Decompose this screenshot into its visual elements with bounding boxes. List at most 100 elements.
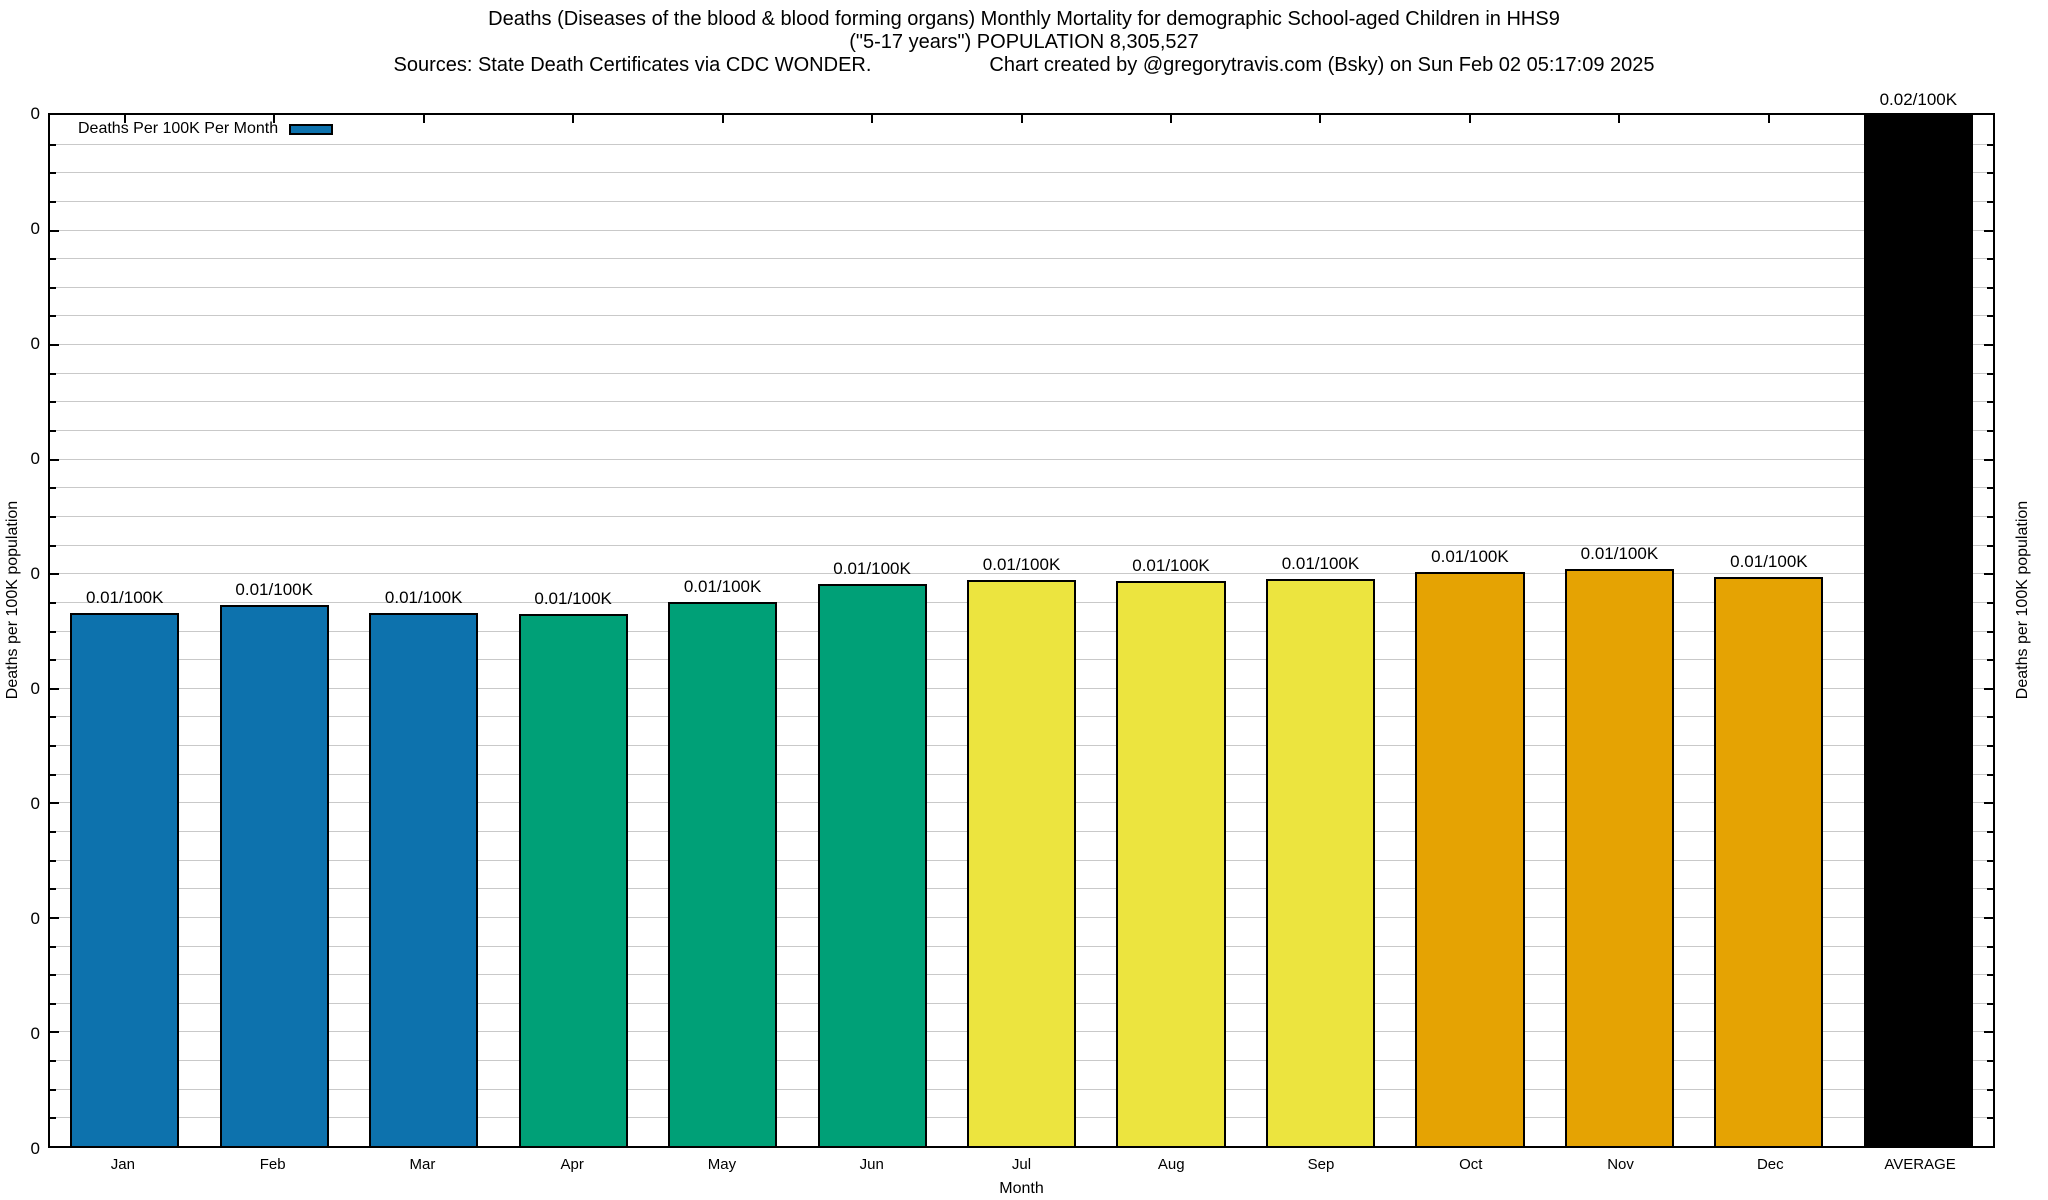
y-tick-mark (50, 802, 59, 805)
bar-aug: 0.01/100K (1116, 556, 1226, 1146)
bar-slot: 0.02/100K (1844, 90, 1993, 1146)
bar-oct: 0.01/100K (1415, 547, 1525, 1146)
gridline (50, 172, 1993, 174)
y-tick-mark (1987, 888, 1993, 891)
x-tick-mark (1169, 115, 1172, 123)
bar-value-label: 0.01/100K (1580, 543, 1659, 563)
y-tick-mark (1987, 859, 1993, 862)
y-tick-mark (50, 200, 56, 203)
y-tick-mark (1987, 1002, 1993, 1005)
bar-slot: 0.01/100K (349, 115, 498, 1146)
x-tick-mark (1767, 115, 1770, 123)
y-tick-mark (1984, 687, 1993, 690)
bar-slot: 0.01/100K (1096, 115, 1245, 1146)
x-tick-label-apr: Apr (560, 1156, 584, 1173)
bar-slot: 0.01/100K (1694, 115, 1843, 1146)
y-tick-mark (50, 1002, 56, 1005)
bar-slot: 0.01/100K (648, 115, 797, 1146)
bar-jun: 0.01/100K (817, 559, 927, 1146)
y-tick-mark (50, 859, 56, 862)
x-tick-label-dec: Dec (1756, 1156, 1784, 1173)
y-tick-mark (50, 458, 59, 461)
bar-slot: 0.01/100K (1395, 115, 1544, 1146)
y-tick-mark (1987, 372, 1993, 375)
x-tick-mark (273, 115, 276, 123)
gridline (50, 401, 1993, 403)
y-tick-mark (1987, 745, 1993, 748)
y-tick-mark (1987, 1088, 1993, 1091)
x-tick-mark (1020, 115, 1023, 123)
y-tick-mark (50, 1031, 59, 1034)
y-tick-mark (50, 258, 56, 261)
bar-slot: 0.01/100K (947, 115, 1096, 1146)
bar-value-label: 0.01/100K (85, 587, 164, 607)
gridline (50, 372, 1993, 374)
y-tick-mark (1984, 916, 1993, 919)
bar-value-label: 0.01/100K (833, 559, 911, 579)
y-tick-mark (1984, 458, 1993, 461)
y-tick-mark (50, 143, 56, 146)
x-tick-mark (572, 115, 575, 123)
y-tick-mark (50, 601, 56, 604)
y-tick-mark (50, 286, 56, 289)
x-tick-mark (871, 115, 874, 123)
y-tick-mark (50, 916, 59, 919)
bar-average: 0.02/100K (1863, 90, 1973, 1146)
y-tick-mark (1987, 601, 1993, 604)
y-tick-mark (1987, 716, 1993, 719)
y-tick-mark (50, 544, 56, 547)
gridline (50, 229, 1993, 231)
y-tick-mark (50, 229, 59, 232)
bar-feb: 0.01/100K (219, 580, 329, 1146)
bar-sep: 0.01/100K (1265, 554, 1376, 1146)
y-tick-mark (50, 401, 56, 404)
y-tick-mark (1987, 143, 1993, 146)
bar-value-label: 0.01/100K (683, 576, 762, 596)
x-tick-label-jul: Jul (1011, 1156, 1032, 1173)
gridline (50, 286, 1993, 288)
x-tick-label-sep: Sep (1307, 1156, 1335, 1173)
y-tick-mark (1987, 315, 1993, 318)
y-tick-mark (50, 372, 56, 375)
x-tick-label-feb: Feb (259, 1156, 286, 1173)
x-tick-mark (1319, 115, 1322, 123)
bar-value-label: 0.01/100K (1431, 546, 1509, 566)
y-tick-label: 0 (30, 564, 40, 583)
y-tick-mark (1984, 573, 1993, 576)
gridline (50, 200, 1993, 202)
bar-may: 0.01/100K (668, 577, 778, 1146)
x-axis-label: Month (999, 1180, 1044, 1197)
x-tick-label-jun: Jun (859, 1156, 884, 1173)
x-tick-label-aug: Aug (1157, 1156, 1185, 1173)
y-tick-mark (1987, 659, 1993, 662)
y-tick-mark (50, 773, 56, 776)
bar-apr: 0.01/100K (518, 589, 628, 1146)
gridline (50, 487, 1993, 489)
gridline (50, 544, 1993, 546)
legend-label: Deaths Per 100K Per Month (78, 120, 279, 137)
y-tick-mark (1987, 430, 1993, 433)
y-tick-mark (50, 716, 56, 719)
y-tick-mark (50, 515, 56, 518)
x-tick-label-average: AVERAGE (1884, 1156, 1956, 1173)
y-tick-mark (1987, 544, 1993, 547)
bar-slot: 0.01/100K (498, 115, 647, 1146)
y-tick-mark (50, 315, 56, 318)
y-tick-mark (1987, 172, 1993, 175)
y-tick-mark (50, 430, 56, 433)
y-tick-mark (50, 487, 56, 490)
y-tick-mark (1987, 401, 1993, 404)
chart-title: Deaths (Diseases of the blood & blood fo… (488, 8, 1560, 30)
x-tick-mark (1468, 115, 1471, 123)
bar-value-label: 0.01/100K (982, 554, 1061, 574)
bar-value-label: 0.01/100K (235, 579, 313, 599)
y-tick-mark (1984, 1031, 1993, 1034)
y-tick-mark (50, 344, 59, 347)
y-tick-label: 0 (30, 449, 40, 468)
gridline (50, 458, 1993, 460)
y-tick-mark (1987, 515, 1993, 518)
y-axis-label-left: Deaths per 100K population (4, 500, 21, 700)
x-tick-mark (422, 115, 425, 123)
legend-swatch (289, 123, 334, 135)
bar-value-label: 0.01/100K (1730, 551, 1808, 571)
